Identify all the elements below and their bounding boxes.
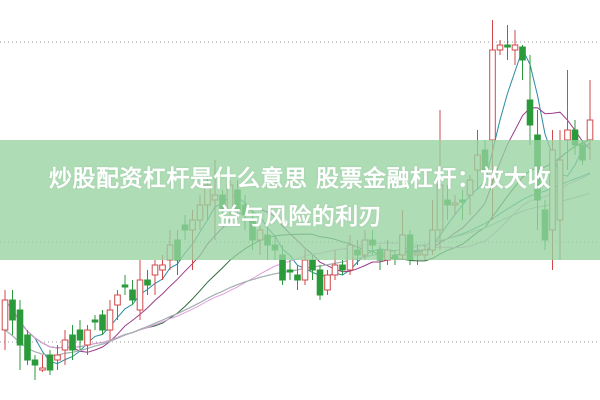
- candle-body: [339, 264, 346, 271]
- candle-body: [324, 274, 331, 291]
- title-line-2: 益与风险的利刃: [217, 204, 383, 230]
- candle-body: [91, 319, 99, 323]
- candle-body: [136, 279, 144, 311]
- candle-body: [586, 119, 594, 141]
- candle-body: [504, 44, 511, 48]
- candle-body: [121, 284, 129, 288]
- article-title[interactable]: 炒股配资杠杆是什么意思 股票金融杠杆：放大收 益与风险的利刃: [0, 160, 600, 236]
- candle: [106, 300, 114, 340]
- candle-body: [309, 259, 316, 271]
- candle-body: [519, 46, 526, 61]
- candle: [39, 355, 46, 372]
- candle: [129, 280, 136, 305]
- candle: [9, 290, 16, 335]
- candle: [99, 310, 106, 335]
- candle-body: [16, 309, 24, 346]
- candle: [61, 330, 69, 365]
- candle-body: [159, 264, 166, 271]
- candle-body: [46, 354, 54, 371]
- candle-body: [114, 294, 121, 306]
- candle-body: [151, 264, 159, 276]
- candle: [526, 55, 534, 145]
- candle-body: [294, 274, 301, 281]
- candle: [339, 260, 346, 275]
- candle: [144, 270, 151, 295]
- candle: [504, 25, 511, 60]
- candle: [24, 330, 31, 365]
- candle-body: [54, 354, 61, 361]
- candle: [324, 270, 331, 295]
- candle-body: [511, 44, 519, 51]
- candle: [151, 260, 159, 295]
- candle-body: [9, 299, 16, 321]
- title-line-1: 炒股配资杠杆是什么意思 股票金融杠杆：放大收: [48, 166, 551, 192]
- candle: [121, 275, 129, 295]
- candle-body: [331, 264, 339, 276]
- candle-body: [61, 339, 69, 351]
- candle: [1, 290, 9, 350]
- candle-body: [489, 49, 496, 141]
- candle: [16, 300, 24, 370]
- candle: [286, 260, 294, 280]
- candle-body: [1, 299, 9, 331]
- candle-body: [316, 269, 324, 296]
- candle: [54, 345, 61, 370]
- candle-body: [564, 129, 571, 141]
- candle-body: [496, 44, 504, 51]
- candle-body: [31, 359, 39, 366]
- candle: [114, 290, 121, 320]
- candle: [31, 355, 39, 380]
- candle-body: [24, 334, 31, 361]
- candle-body: [39, 367, 46, 371]
- candle: [519, 45, 526, 80]
- candle: [69, 325, 76, 360]
- candle: [46, 350, 54, 375]
- candle-body: [99, 314, 106, 331]
- candle-body: [76, 329, 84, 341]
- candle-body: [69, 334, 76, 351]
- candle: [496, 40, 504, 55]
- candle: [76, 320, 84, 350]
- candle-body: [301, 259, 309, 281]
- candle-body: [286, 269, 294, 273]
- candle: [136, 260, 144, 320]
- candle-body: [144, 279, 151, 286]
- candle-body: [129, 289, 136, 301]
- candle: [91, 315, 99, 330]
- candle-body: [84, 329, 91, 346]
- candle: [294, 265, 301, 290]
- candle: [84, 325, 91, 355]
- candle-body: [526, 99, 534, 126]
- candle-body: [106, 309, 114, 331]
- title-banner: [0, 140, 600, 260]
- candle: [511, 30, 519, 65]
- candle: [316, 265, 324, 300]
